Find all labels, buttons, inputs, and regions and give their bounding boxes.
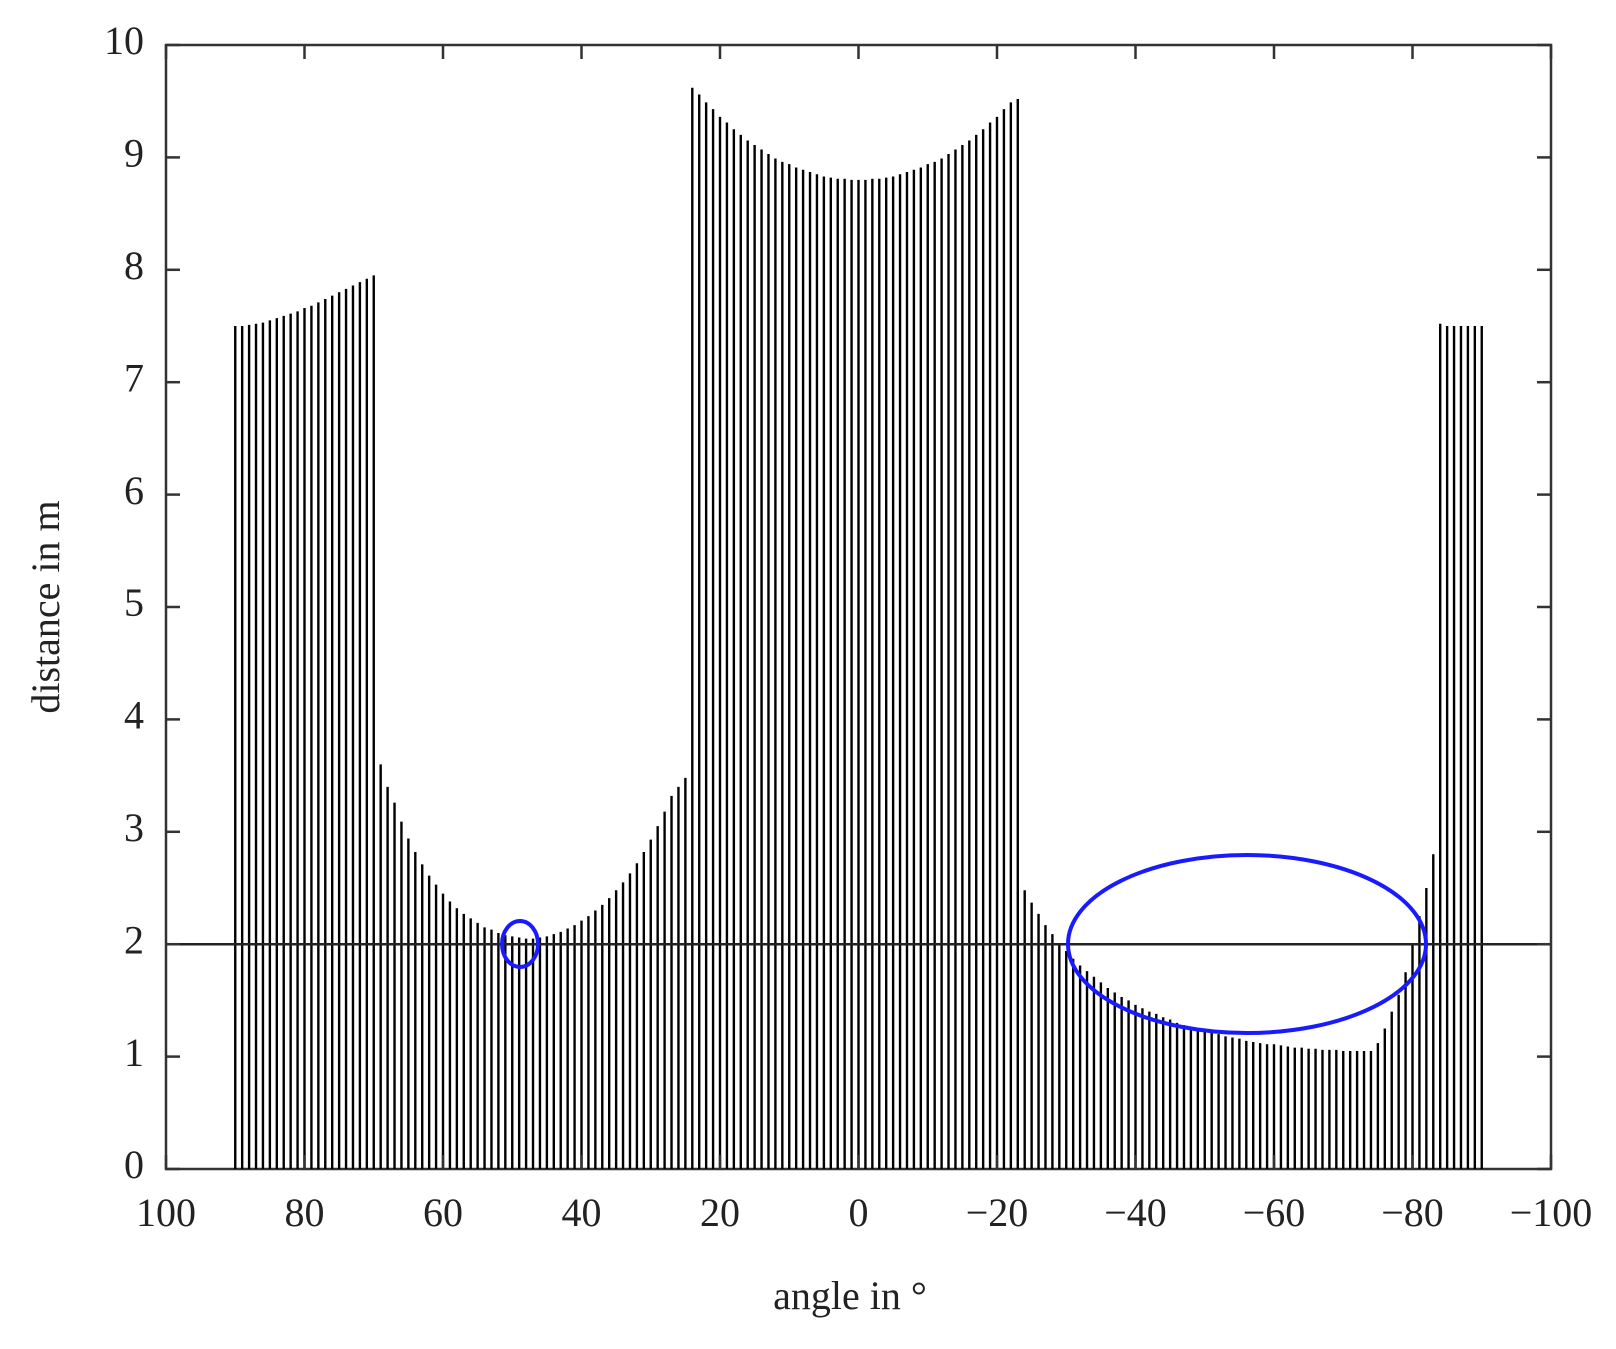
- x-tick-label: −100: [1510, 1190, 1593, 1235]
- x-axis-label: angle in °: [773, 1273, 927, 1318]
- y-tick-label: 6: [124, 468, 144, 513]
- x-tick-label: 100: [136, 1190, 196, 1235]
- x-tick-label: 80: [285, 1190, 325, 1235]
- y-axis-label: distance in m: [23, 500, 68, 713]
- highlight-ellipse: [1066, 853, 1428, 1035]
- y-tick-label: 2: [124, 917, 144, 962]
- y-tick-label: 7: [124, 355, 144, 400]
- x-tick-label: −40: [1104, 1190, 1167, 1235]
- x-tick-label: −60: [1243, 1190, 1306, 1235]
- x-tick-label: 60: [423, 1190, 463, 1235]
- plot-area: [166, 87, 1551, 1169]
- x-tick-label: 0: [849, 1190, 869, 1235]
- x-tick-label: −20: [966, 1190, 1029, 1235]
- x-tick-label: 20: [700, 1190, 740, 1235]
- y-tick-label: 9: [124, 131, 144, 176]
- y-tick-label: 3: [124, 805, 144, 850]
- x-tick-label: −80: [1381, 1190, 1444, 1235]
- y-tick-label: 0: [124, 1142, 144, 1187]
- y-tick-label: 8: [124, 243, 144, 288]
- y-tick-label: 4: [124, 693, 144, 738]
- highlight-circle: [500, 919, 540, 969]
- y-tick-label: 5: [124, 580, 144, 625]
- y-tick-label: 10: [104, 18, 144, 63]
- x-tick-label: 40: [562, 1190, 602, 1235]
- y-tick-label: 1: [124, 1030, 144, 1075]
